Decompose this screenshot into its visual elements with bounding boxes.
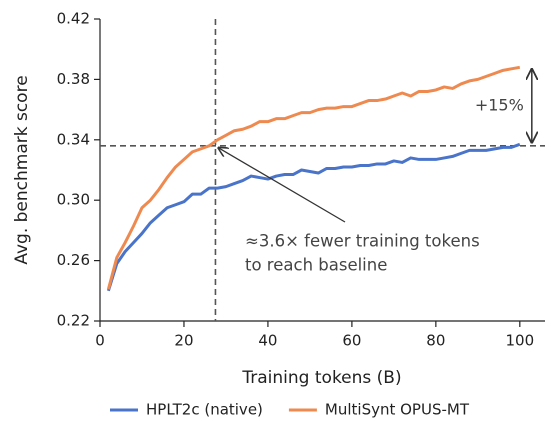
y-axis-label: Avg. benchmark score	[12, 75, 32, 264]
x-tick-label: 80	[426, 332, 445, 350]
x-tick-label: 60	[342, 332, 361, 350]
y-tick-label: 0.26	[57, 251, 90, 269]
series-line	[106, 65, 521, 290]
legend-label: MultiSynt OPUS-MT	[325, 401, 470, 419]
x-axis-label: Training tokens (B)	[241, 368, 401, 388]
legend-label: HPLT2c (native)	[146, 401, 263, 419]
y-tick-label: 0.22	[57, 312, 90, 330]
x-tick-label: 20	[174, 332, 193, 350]
gain-label: +15%	[475, 95, 524, 114]
annotation-arrow	[218, 148, 346, 223]
axis-spines	[99, 19, 545, 322]
x-tick-label: 0	[95, 332, 105, 350]
y-tick-label: 0.34	[57, 130, 90, 148]
annotation-text: ≈3.6× fewer training tokens	[245, 232, 480, 251]
y-tick-label: 0.30	[57, 191, 90, 209]
series-line	[106, 142, 521, 292]
x-tick-label: 100	[505, 332, 534, 350]
annotation-text: to reach baseline	[245, 256, 387, 275]
y-tick-label: 0.38	[57, 70, 90, 88]
x-tick-label: 40	[258, 332, 277, 350]
y-tick-label: 0.42	[57, 10, 90, 28]
